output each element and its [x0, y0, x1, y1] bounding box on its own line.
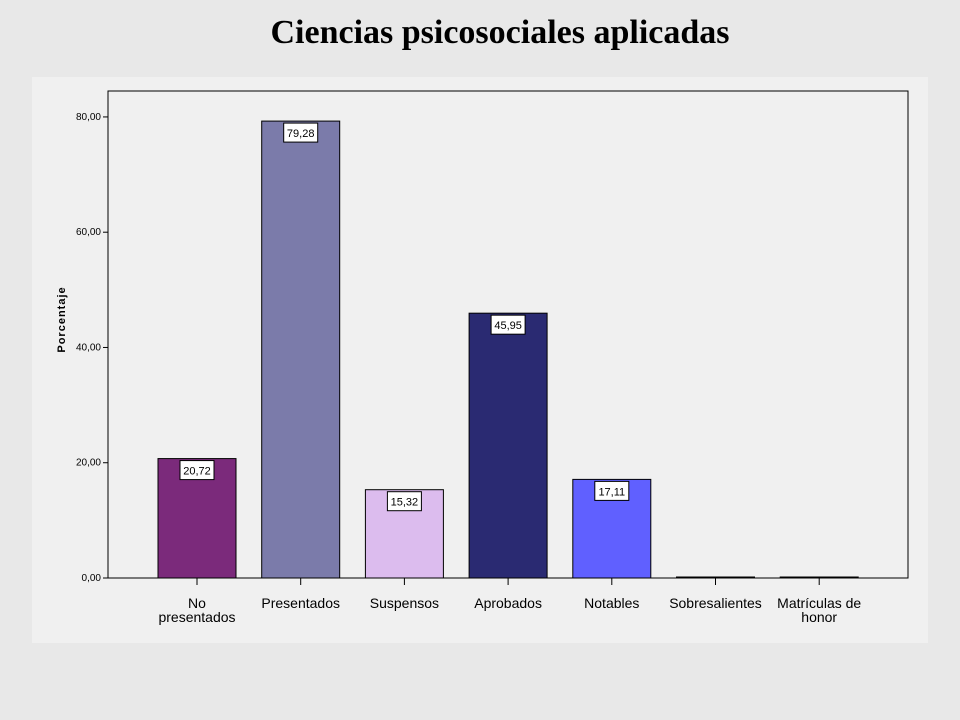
y-tick-label: 80,00 [76, 112, 101, 123]
category-label: Matrículas de [777, 595, 861, 611]
category-label: Aprobados [474, 595, 542, 611]
data-label: 17,11 [598, 486, 625, 498]
bar [468, 312, 548, 579]
y-tick-label: 40,00 [76, 342, 101, 353]
y-tick-label: 0,00 [82, 573, 102, 584]
data-label-box [179, 460, 215, 481]
bar [676, 576, 755, 579]
data-label: 79,28 [287, 128, 315, 140]
data-label-box [283, 122, 319, 143]
chart-title: Ciencias psicosociales aplicadas [270, 14, 730, 51]
category-label: Sobresalientes [669, 595, 762, 611]
bar [261, 120, 341, 579]
category-label: Presentados [261, 595, 340, 611]
category-label: Suspensos [370, 595, 439, 611]
category-label: honor [801, 609, 837, 625]
bar-chart: 0,00 20,00 40,00 60,00 80,00 Porcentaje Nopres… [56, 90, 909, 625]
bar [779, 576, 859, 579]
y-axis-title: Porcentaje [56, 286, 68, 352]
data-label-box [594, 480, 630, 501]
category-label: Notables [584, 595, 639, 611]
chart-panel: 0,00 20,00 40,00 60,00 80,00 Porcentaje No pres… [32, 77, 928, 643]
data-label-box [386, 491, 422, 512]
y-tick-label: 20,00 [76, 458, 101, 469]
category-label: presentados [158, 609, 235, 625]
data-label: 45,95 [494, 320, 522, 332]
y-tick-label: 60,00 [76, 227, 101, 238]
category-label: No [188, 595, 206, 611]
data-label: 15,32 [391, 497, 419, 509]
data-label: 20,72 [183, 466, 211, 478]
data-label-box [490, 314, 526, 335]
